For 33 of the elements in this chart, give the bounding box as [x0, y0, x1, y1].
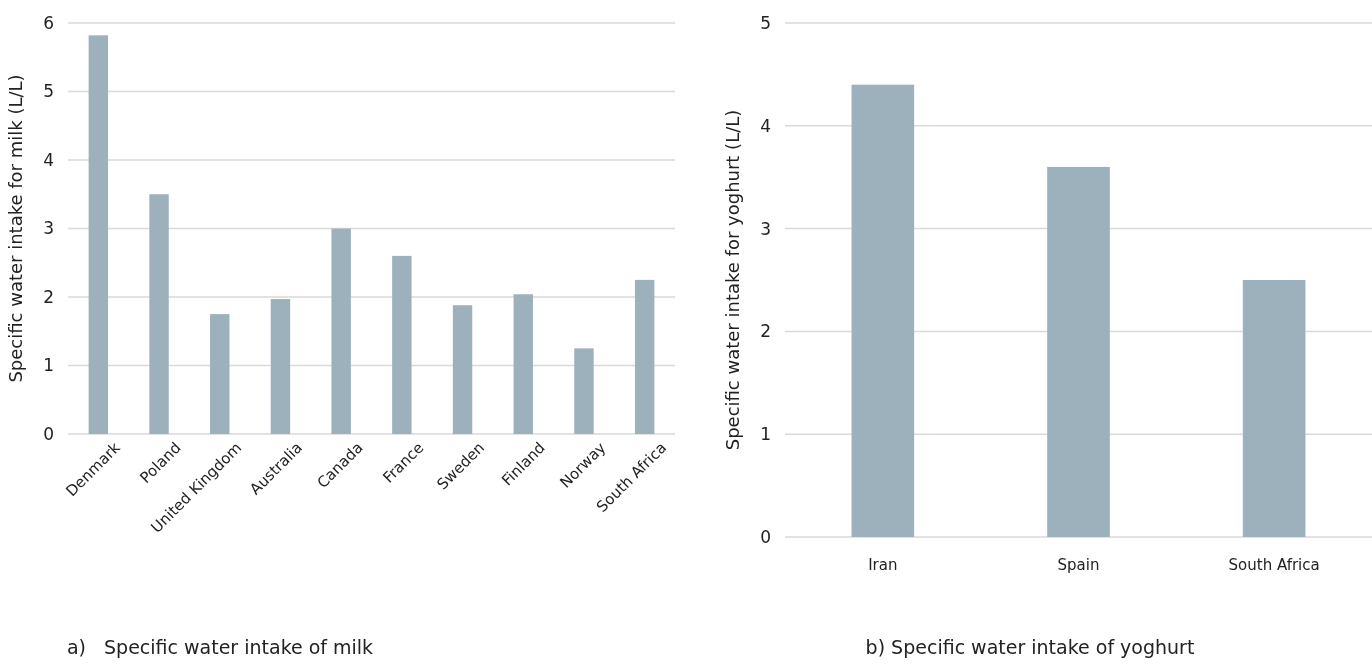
y-tick-label: 2 — [760, 321, 771, 342]
y-tick-label: 5 — [760, 12, 771, 33]
y-tick-label: 4 — [43, 149, 54, 170]
x-tick-label: Spain — [1057, 555, 1100, 574]
bar — [851, 84, 915, 537]
x-tick-label: Iran — [868, 555, 898, 574]
x-tick-label: South Africa — [1228, 555, 1320, 574]
y-tick-label: 0 — [43, 423, 54, 444]
bar — [149, 194, 169, 434]
y-tick-label: 3 — [760, 218, 771, 239]
y-tick-label: 1 — [760, 424, 771, 445]
bar — [1242, 280, 1306, 537]
bar — [1047, 166, 1110, 537]
y-tick-label: 2 — [43, 286, 54, 307]
text: b) Specific water intake of yoghurt — [865, 636, 1195, 658]
y-tick-label: 0 — [760, 526, 771, 547]
y-axis-title: Specific water intake for milk (L/L) — [5, 74, 26, 383]
y-tick-label: 3 — [43, 218, 54, 239]
bar — [331, 228, 351, 434]
bar — [210, 314, 230, 434]
y-axis-title: Specific water intake for yoghurt (L/L) — [722, 109, 743, 451]
bar — [452, 305, 473, 434]
y-tick-label: 6 — [43, 12, 54, 33]
bar — [513, 294, 533, 434]
bar — [270, 299, 291, 434]
bar — [634, 279, 655, 434]
bar — [574, 348, 594, 434]
y-tick-label: 1 — [43, 355, 54, 376]
bar — [88, 35, 109, 434]
y-tick-label: 4 — [760, 115, 771, 136]
text: a) Specific water intake of milk — [66, 636, 374, 658]
bar — [392, 255, 412, 434]
y-tick-label: 5 — [43, 81, 54, 102]
